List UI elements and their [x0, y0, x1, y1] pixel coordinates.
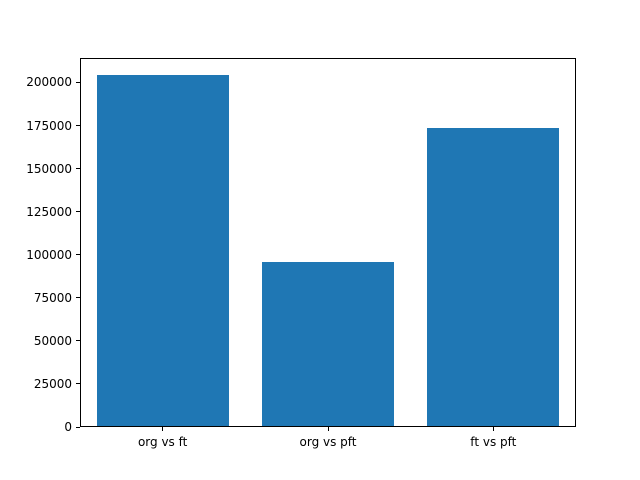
y-tick-label: 175000: [26, 118, 72, 133]
y-tick-label: 50000: [33, 333, 72, 348]
bar-ft-vs-pft: [427, 127, 560, 426]
x-tick-mark: [492, 427, 494, 431]
x-tick-label: org vs pft: [299, 435, 357, 449]
y-tick-mark: [76, 383, 80, 385]
y-tick-mark: [76, 340, 80, 342]
x-tick-label: org vs ft: [137, 435, 188, 449]
y-tick-mark: [76, 125, 80, 127]
y-tick-label: 125000: [26, 204, 72, 219]
y-tick-mark: [76, 254, 80, 256]
y-tick-label: 25000: [33, 376, 72, 391]
x-tick-mark: [327, 427, 329, 431]
y-tick-label: 0: [64, 420, 72, 434]
bar-org-vs-ft: [96, 74, 229, 426]
y-tick-label: 150000: [26, 161, 72, 176]
bar-org-vs-pft: [261, 262, 395, 426]
y-tick-label: 200000: [26, 75, 72, 90]
y-tick-mark: [76, 211, 80, 213]
y-tick-mark: [76, 168, 80, 170]
x-tick-label: ft vs pft: [470, 435, 517, 449]
y-tick-mark: [76, 426, 80, 428]
y-tick-label: 75000: [33, 290, 72, 305]
plot-area: [80, 58, 576, 427]
x-tick-mark: [162, 427, 164, 431]
y-tick-mark: [76, 81, 80, 83]
y-tick-mark: [76, 297, 80, 299]
y-tick-label: 100000: [26, 247, 72, 262]
